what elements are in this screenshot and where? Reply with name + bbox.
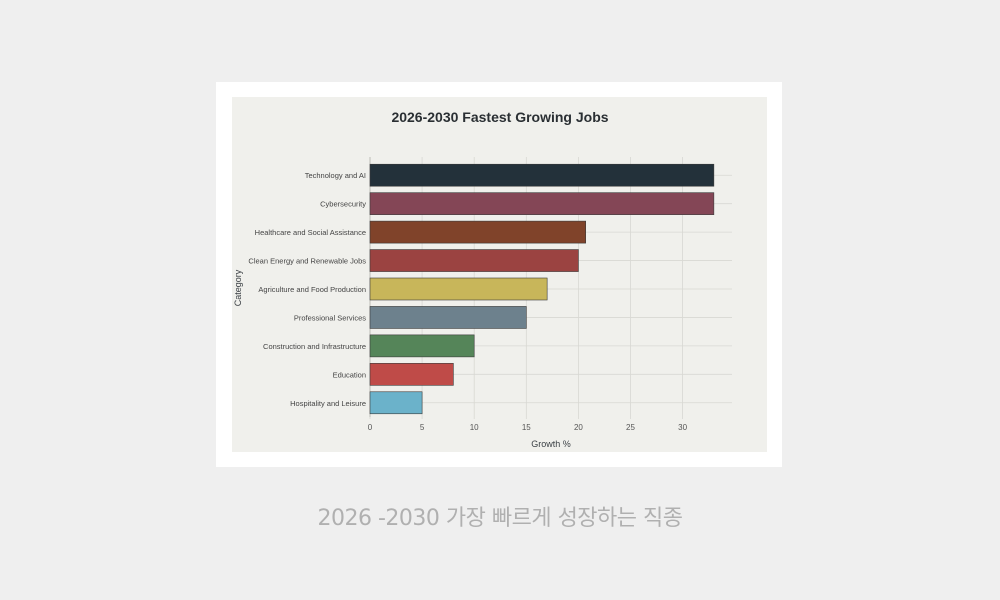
- category-label: Clean Energy and Renewable Jobs: [248, 257, 366, 266]
- x-tick-label: 30: [678, 423, 687, 432]
- x-tick-label: 20: [574, 423, 583, 432]
- x-tick-label: 10: [470, 423, 479, 432]
- bar-3: [369, 220, 586, 244]
- bar-7: [369, 334, 475, 358]
- bar-5: [369, 277, 548, 301]
- chart-title: 2026-2030 Fastest Growing Jobs: [391, 109, 608, 125]
- caption-text: 2026 -2030 가장 빠르게 성장하는 직종: [317, 506, 683, 531]
- category-label: Construction and Infrastructure: [263, 342, 366, 351]
- x-axis-label: Growth %: [531, 439, 571, 449]
- bar-9: [369, 391, 423, 415]
- x-tick-label: 15: [522, 423, 531, 432]
- bar-6: [369, 306, 527, 329]
- category-label: Technology and AI: [305, 171, 366, 180]
- category-label: Agriculture and Food Production: [258, 285, 366, 294]
- category-label: Education: [333, 370, 366, 379]
- category-label: Professional Services: [294, 313, 366, 322]
- y-axis-label: Category: [233, 269, 243, 306]
- category-label: Healthcare and Social Assistance: [255, 228, 366, 237]
- bar-chart: 2026-2030 Fastest Growing Jobs 0 5 10 15 20 2…: [233, 109, 732, 449]
- x-tick-label: 0: [368, 423, 373, 432]
- x-tick-label: 5: [420, 423, 425, 432]
- category-label: Cybersecurity: [320, 200, 366, 209]
- bar-4: [369, 249, 579, 272]
- x-tick-label: 25: [626, 423, 635, 432]
- chart-frame: 2026-2030 Fastest Growing Jobs 0 5 10 15 20 2…: [216, 82, 782, 467]
- bar-2: [369, 192, 715, 215]
- bar-1: [369, 163, 715, 187]
- category-label: Hospitality and Leisure: [290, 399, 366, 408]
- chart-panel: 2026-2030 Fastest Growing Jobs 0 5 10 15 20 2…: [232, 97, 767, 452]
- bar-8: [369, 363, 454, 386]
